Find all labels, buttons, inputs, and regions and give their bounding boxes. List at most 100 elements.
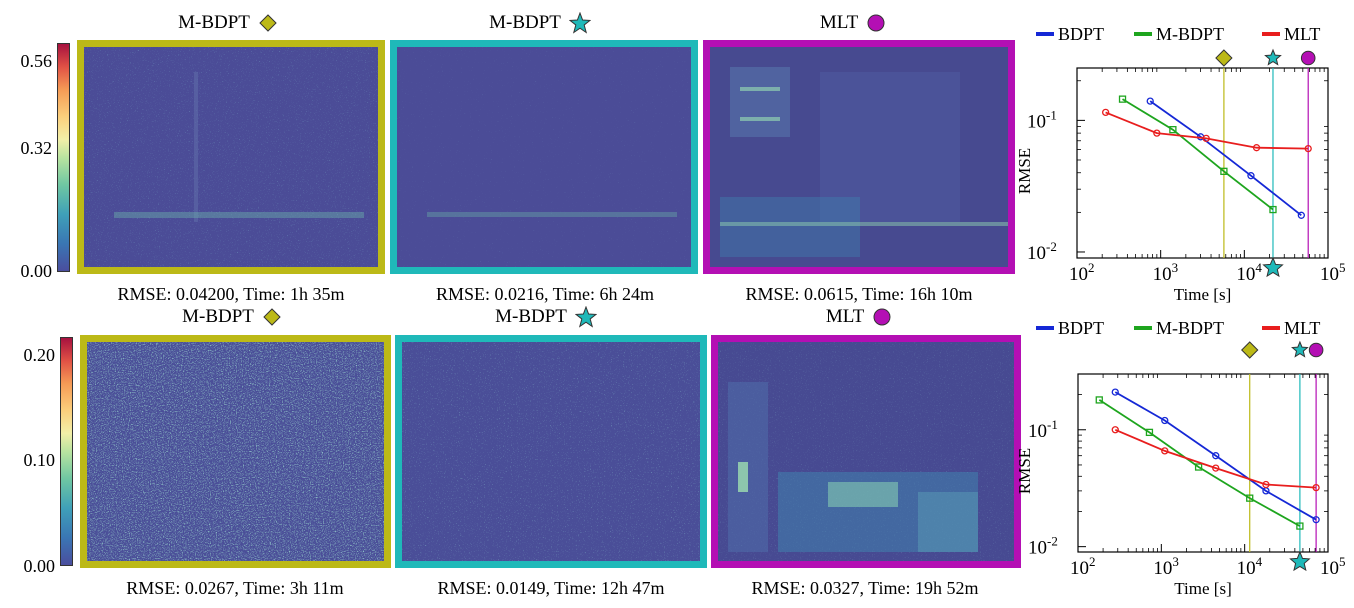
data-point <box>1161 416 1169 425</box>
colorbar-tick-min: 0.00 <box>23 556 56 576</box>
data-point <box>1202 134 1210 143</box>
x-tick-label: 104 <box>1236 260 1262 285</box>
rmse-chart-row2: BDPT M-BDPT MLT 102 103 104 105 10-2 10-1 Time [s… <box>1016 318 1346 598</box>
y-axis-label: RMSE <box>1016 448 1034 494</box>
legend-label: M-BDPT <box>1156 24 1224 44</box>
data-point <box>1145 428 1154 437</box>
x-tick-exponent: 2 <box>1089 554 1096 569</box>
series-line-m-bdpt <box>1098 399 1301 527</box>
panel-caption: RMSE: 0.0149, Time: 12h 47m <box>437 578 665 598</box>
error-map-panel <box>77 40 385 274</box>
panel-caption: RMSE: 0.0327, Time: 19h 52m <box>751 578 979 598</box>
colorbar-tick-max: 0.56 <box>20 51 53 71</box>
series-line-m-bdpt <box>1122 98 1274 211</box>
method-label: M-BDPT <box>489 12 561 33</box>
x-axis-label: Time [s] <box>1174 579 1231 598</box>
circle-marker-icon <box>1300 50 1316 66</box>
y-tick-label: 10-1 <box>1028 417 1058 442</box>
panel-title: MLT <box>709 306 1009 328</box>
data-point <box>1146 97 1154 105</box>
error-map-panel <box>395 335 707 568</box>
data-point <box>1220 167 1228 175</box>
x-tick-exponent: 3 <box>1172 260 1179 275</box>
circle-icon <box>867 14 885 32</box>
x-tick-exponent: 5 <box>1339 554 1346 569</box>
colorbar-row1 <box>57 43 70 272</box>
legend-label: MLT <box>1284 318 1320 338</box>
series-line-mlt <box>1114 428 1317 489</box>
panel-caption: RMSE: 0.0216, Time: 6h 24m <box>435 284 655 304</box>
data-point <box>1169 126 1177 134</box>
diamond-marker-icon <box>1241 341 1259 359</box>
y-tick-exponent: -2 <box>1046 239 1057 254</box>
method-label: M-BDPT <box>495 306 567 327</box>
series-line-bdpt <box>1114 391 1317 521</box>
x-tick-label: 103 <box>1153 260 1179 285</box>
data-point <box>1304 144 1312 153</box>
method-label: M-BDPT <box>178 12 250 33</box>
star-marker-icon <box>1264 48 1282 66</box>
error-map-panel <box>711 335 1021 568</box>
method-label: M-BDPT <box>182 306 254 327</box>
y-axis-label: RMSE <box>1016 148 1034 194</box>
legend-label: MLT <box>1284 24 1320 44</box>
star-icon <box>574 306 597 328</box>
y-tick-exponent: -2 <box>1047 534 1058 549</box>
error-map-panel <box>703 40 1015 274</box>
data-point <box>1262 480 1270 489</box>
data-point <box>1212 464 1220 472</box>
x-tick-exponent: 4 <box>1256 554 1263 569</box>
diamond-icon <box>263 308 281 326</box>
x-tick-label: 104 <box>1237 554 1263 579</box>
colorbar-tick-mid: 0.10 <box>23 450 56 470</box>
y-tick-label: 10-1 <box>1027 107 1057 132</box>
error-map-panel <box>390 40 698 274</box>
data-point <box>1101 108 1110 117</box>
data-point <box>1194 463 1203 471</box>
method-label: MLT <box>819 12 859 33</box>
x-tick-label: 102 <box>1070 554 1096 579</box>
error-map-panel <box>80 335 391 568</box>
method-label: MLT <box>825 306 865 327</box>
series-line-bdpt <box>1149 100 1302 217</box>
y-tick-exponent: -1 <box>1046 107 1057 122</box>
legend-label: BDPT <box>1058 24 1104 44</box>
legend-label: M-BDPT <box>1156 318 1224 338</box>
data-point <box>1118 95 1127 103</box>
data-point <box>1312 516 1320 524</box>
x-tick-label: 105 <box>1320 260 1346 285</box>
plot-frame <box>1077 373 1329 553</box>
y-tick-exponent: -1 <box>1047 417 1058 432</box>
colorbar-row2 <box>60 337 73 566</box>
x-tick-exponent: 2 <box>1088 260 1095 275</box>
star-marker-icon <box>1291 340 1309 358</box>
panel-caption: RMSE: 0.04200, Time: 1h 35m <box>117 284 345 304</box>
panel-title: M-BDPT <box>78 12 378 34</box>
colorbar-tick-min: 0.00 <box>20 261 53 281</box>
panel-caption: RMSE: 0.0267, Time: 3h 11m <box>126 578 344 598</box>
x-tick-label: 103 <box>1153 554 1179 579</box>
x-axis-label: Time [s] <box>1174 285 1231 304</box>
diamond-marker-icon <box>1215 49 1233 67</box>
panel-title: M-BDPT <box>396 306 696 328</box>
data-point <box>1269 205 1277 214</box>
data-point <box>1111 388 1119 396</box>
colorbar-tick-mid: 0.32 <box>20 138 53 158</box>
x-tick-exponent: 4 <box>1255 260 1262 275</box>
x-tick-exponent: 3 <box>1172 554 1179 569</box>
panel-title: M-BDPT <box>82 306 382 328</box>
data-point <box>1095 396 1103 404</box>
rmse-chart-row1: BDPT M-BDPT MLT 102 103 104 105 10-2 10-1 Time [s… <box>1016 24 1346 304</box>
data-point <box>1111 426 1119 434</box>
data-point <box>1247 172 1255 180</box>
data-point <box>1153 129 1161 137</box>
panel-title: M-BDPT <box>390 12 690 34</box>
data-point <box>1296 522 1304 530</box>
y-tick-label: 10-2 <box>1028 534 1058 559</box>
colorbar-tick-max: 0.20 <box>23 345 56 365</box>
data-point <box>1161 447 1169 455</box>
panel-title: MLT <box>703 12 1003 34</box>
panel-caption: RMSE: 0.0615, Time: 16h 10m <box>745 284 973 304</box>
plot-frame <box>1076 67 1329 259</box>
x-tick-exponent: 5 <box>1339 260 1346 275</box>
